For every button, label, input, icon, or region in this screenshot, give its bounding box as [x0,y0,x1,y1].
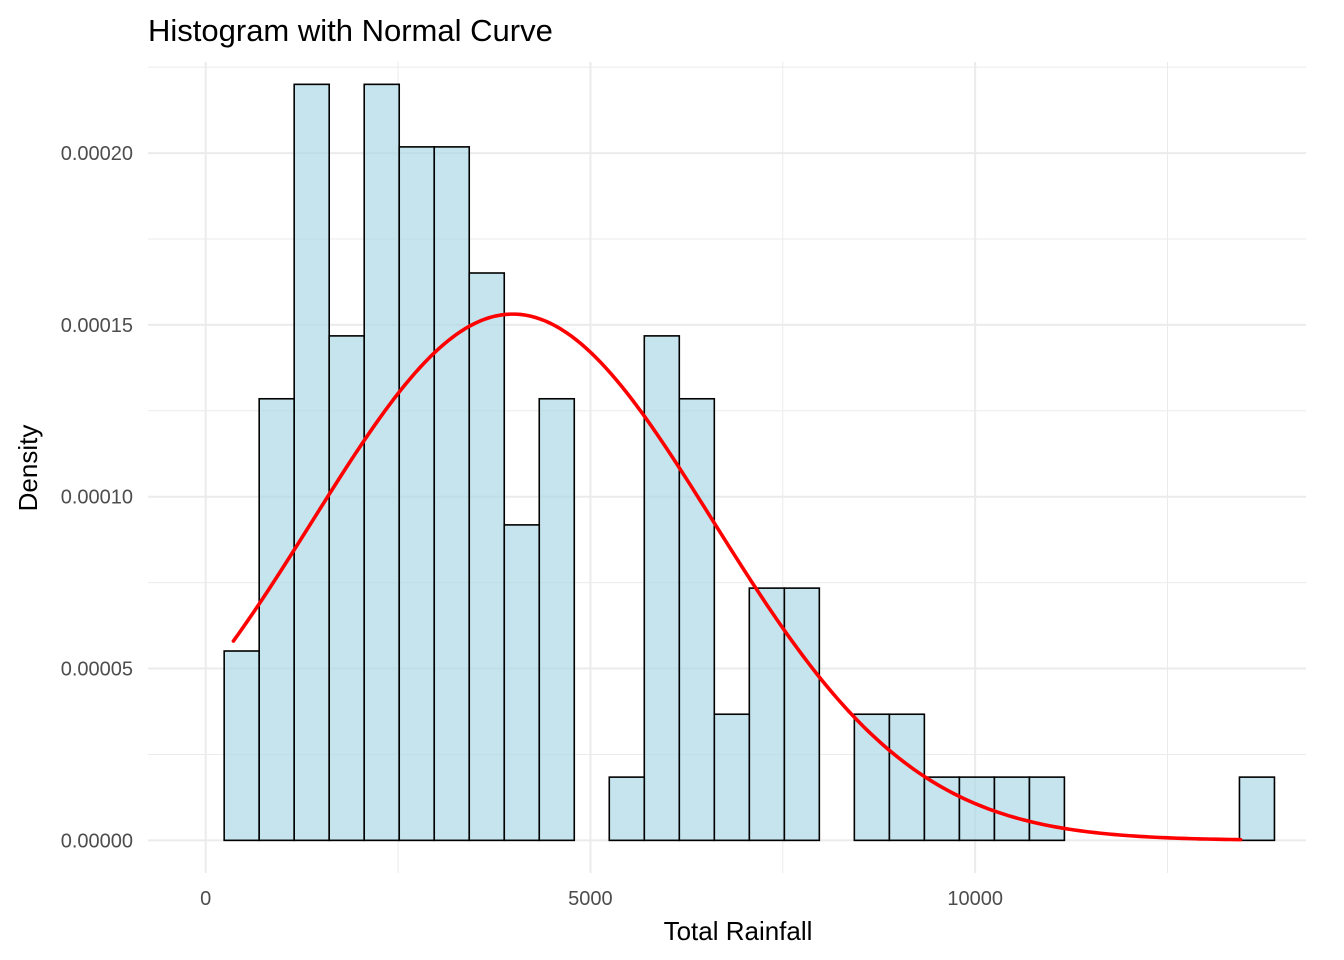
tick-layer: 0 5000 10000 0.00000 0.00005 0.00010 0.00015 0.… [61,143,1003,910]
histogram-bar [608,776,646,842]
histogram-bar [398,146,436,842]
x-axis-title: Total Rainfall [664,916,813,946]
histogram-bar [783,587,821,842]
x-tick-label: 5000 [568,888,613,910]
histogram-bar [853,713,891,842]
histogram-bar [433,146,471,842]
histogram-bar [503,524,541,842]
x-tick-label: 10000 [947,888,1003,910]
bars-layer [223,83,1276,842]
curve-layer [231,312,1243,842]
histogram-bar [538,397,576,842]
histogram-bar [993,776,1031,842]
histogram-bar [1028,776,1066,842]
histogram-bar [223,650,260,842]
y-tick-label: 0.00015 [61,315,133,337]
y-axis-title: Density [13,425,43,512]
histogram-bar [748,587,786,842]
normal-curve-line [231,312,1243,842]
histogram-bar [1238,776,1276,842]
histogram-bar [713,713,751,842]
histogram-bar [678,397,716,842]
histogram-bar [643,335,681,842]
histogram-bar [363,83,401,842]
histogram-bar [328,335,366,842]
y-tick-label: 0.00020 [61,143,133,165]
histogram-bar [258,397,295,842]
x-tick-label: 0 [200,888,211,910]
y-tick-label: 0.00010 [61,487,133,509]
histogram-bar [293,83,331,842]
histogram-bar [468,272,506,842]
chart-title: Histogram with Normal Curve [148,13,553,48]
y-tick-label: 0.00005 [61,659,133,681]
y-tick-label: 0.00000 [61,830,133,852]
histogram-bar [888,713,926,842]
